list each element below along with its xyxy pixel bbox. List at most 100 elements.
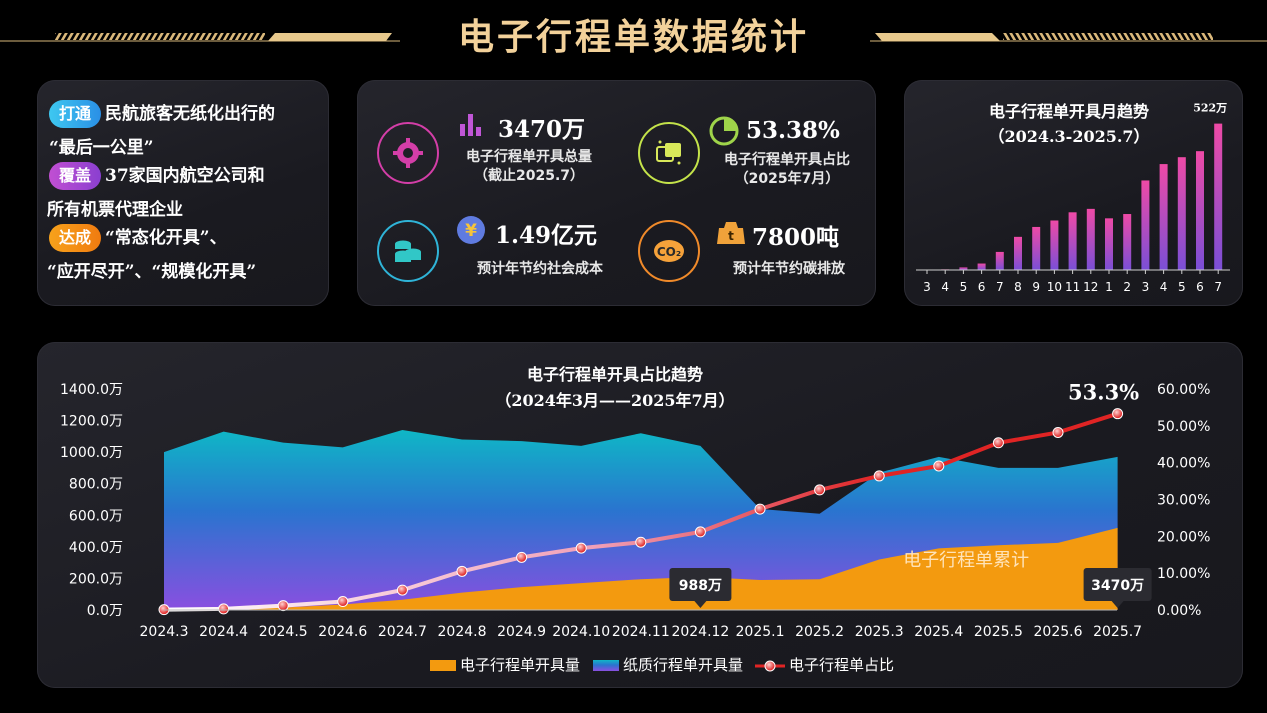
y-right-tick-label: 60.00% xyxy=(1157,382,1210,398)
bar-tick-label: 6 xyxy=(1196,280,1204,294)
share-trend-panel: 电子行程单开具占比趋势 （2024年3月——2025年7月） 0.0万 200.0… xyxy=(37,342,1243,688)
svg-text:t: t xyxy=(728,229,734,243)
x-tick-label: 2024.5 xyxy=(259,624,308,640)
svg-text:CO₂: CO₂ xyxy=(657,245,681,259)
highlight-tag: 覆盖 xyxy=(49,162,102,190)
y-right-tick-label: 10.00% xyxy=(1157,566,1210,582)
title-right-decoration xyxy=(870,33,1267,42)
bar xyxy=(1105,218,1113,270)
share-point xyxy=(635,536,647,548)
stat-value: 7800吨 xyxy=(752,224,840,251)
x-tick-label: 2025.4 xyxy=(914,624,963,640)
bar-tick-label: 11 xyxy=(1065,280,1080,294)
y-right-tick-label: 40.00% xyxy=(1157,456,1210,472)
y-right-tick-label: 30.00% xyxy=(1157,493,1210,509)
y-left-tick-label: 1400.0万 xyxy=(60,382,123,398)
highlight-text: 37家国内航空公司和 xyxy=(105,166,265,186)
share-point xyxy=(1052,426,1064,438)
bar xyxy=(1123,214,1132,270)
highlight-row-3: 达成 “常态化开具”、 xyxy=(49,223,227,252)
pie-chart-icon xyxy=(709,116,739,146)
bar xyxy=(1014,236,1022,270)
share-point xyxy=(933,460,945,472)
bar-tick-label: 3 xyxy=(923,280,931,294)
value-callout: 3470万 xyxy=(1083,568,1152,608)
main-chart-title: 电子行程单开具占比趋势 xyxy=(527,365,703,384)
share-point xyxy=(1112,408,1124,420)
share-trend-chart: 电子行程单开具占比趋势 （2024年3月——2025年7月） 0.0万 200.0… xyxy=(60,365,1210,674)
share-point xyxy=(575,542,587,554)
y-left-tick-label: 0.0万 xyxy=(87,603,123,619)
y-left-tick-label: 800.0万 xyxy=(69,477,123,493)
x-tick-label: 2024.9 xyxy=(497,624,546,640)
legend-label: 电子行程单占比 xyxy=(789,656,894,674)
legend-marker xyxy=(764,660,776,672)
x-tick-label: 2025.6 xyxy=(1034,624,1083,640)
tickets-icon xyxy=(638,122,700,184)
yen-icon: ¥ xyxy=(457,216,485,244)
y-left-tick-label: 600.0万 xyxy=(69,508,123,524)
callout-pointer xyxy=(694,601,707,608)
highlights-panel: 打通 民航旅客无纸化出行的 “最后一公里” 覆盖 37家国内航空公司和 所有机票代理… xyxy=(37,80,329,306)
share-point xyxy=(873,470,885,482)
main-chart-subtitle: （2024年3月——2025年7月） xyxy=(495,391,734,410)
bar-tick-label: 6 xyxy=(978,280,986,294)
highlight-tag: 达成 xyxy=(49,224,102,252)
y-right-tick-label: 50.00% xyxy=(1157,419,1210,435)
bar xyxy=(1196,151,1204,270)
x-tick-label: 2025.3 xyxy=(855,624,904,640)
bar-tick-label: 1 xyxy=(1105,280,1113,294)
bar-top-label: 522万 xyxy=(1193,102,1227,115)
bar xyxy=(1086,208,1095,270)
bar-tick-label: 3 xyxy=(1142,280,1150,294)
share-point xyxy=(218,603,230,615)
bar-chart-subtitle: （2024.3-2025.7） xyxy=(988,127,1149,146)
bar-tick-label: 10 xyxy=(1047,280,1062,294)
bar-tick-label: 12 xyxy=(1083,280,1098,294)
highlight-row-1: 打通 民航旅客无纸化出行的 xyxy=(49,99,275,128)
share-point xyxy=(992,437,1004,449)
gear-icon xyxy=(377,122,439,184)
bar-tick-label: 7 xyxy=(1214,280,1222,294)
share-point xyxy=(814,484,826,496)
value-callout: 988万 xyxy=(669,568,732,608)
callout-label: 3470万 xyxy=(1091,578,1144,594)
stat-label: 电子行程单开具总量 （截止2025.7） xyxy=(466,149,592,184)
bar-tick-label: 9 xyxy=(1032,280,1040,294)
stat-label: 电子行程单开具占比 （2025年7月） xyxy=(724,152,850,187)
bar-chart-title: 电子行程单开具月趋势 xyxy=(989,102,1149,121)
share-point xyxy=(456,565,468,577)
x-tick-label: 2025.1 xyxy=(736,624,785,640)
highlight-continuation: 所有机票代理企业 xyxy=(47,200,183,220)
share-point xyxy=(694,526,706,538)
legend-label: 电子行程单开具量 xyxy=(460,656,580,674)
bar xyxy=(1032,226,1041,270)
x-tick-label: 2024.7 xyxy=(378,624,427,640)
stat-value: 1.49亿元 xyxy=(495,222,598,249)
y-left-tick-label: 400.0万 xyxy=(69,540,123,556)
bar xyxy=(1159,164,1168,270)
x-tick-label: 2024.8 xyxy=(438,624,487,640)
monthly-trend-panel: 电子行程单开具月趋势 （2024.3-2025.7） 3 4 5 6 7 8 9 10 11 12… xyxy=(904,80,1243,306)
area-note: 电子行程单累计 xyxy=(903,550,1029,571)
bar xyxy=(1050,220,1059,270)
share-point xyxy=(277,600,289,612)
y-left-tick-label: 200.0万 xyxy=(69,571,123,587)
share-point xyxy=(396,584,408,596)
weight-icon: t xyxy=(717,222,745,244)
x-tick-label: 2025.7 xyxy=(1093,624,1142,640)
bar-tick-label: 7 xyxy=(996,280,1004,294)
share-point xyxy=(337,596,349,608)
x-tick-label: 2024.12 xyxy=(671,624,729,640)
co2-icon: CO₂ xyxy=(638,220,700,282)
bar xyxy=(995,251,1004,270)
bar xyxy=(1214,123,1223,270)
y-left-tick-label: 1200.0万 xyxy=(60,414,123,430)
y-right-tick-label: 0.00% xyxy=(1157,603,1201,619)
legend-swatch xyxy=(593,660,619,671)
callout-box xyxy=(669,568,732,601)
line-end-label: 53.3% xyxy=(1068,380,1139,405)
stat-label: 预计年节约碳排放 xyxy=(733,261,845,277)
monthly-bar-chart: 电子行程单开具月趋势 （2024.3-2025.7） 3 4 5 6 7 8 9 10 11 12… xyxy=(916,102,1230,294)
y-left-tick-label: 1000.0万 xyxy=(60,445,123,461)
